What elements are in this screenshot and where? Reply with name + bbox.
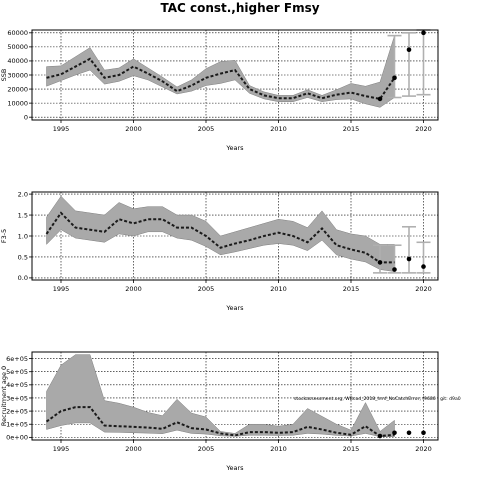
data-point bbox=[377, 433, 383, 439]
source-annotation: stockassessment.org, WBcod_2018_hmf_NoCa… bbox=[294, 396, 461, 402]
x-tick-label: 2005 bbox=[198, 445, 215, 453]
y-tick-label: 10000 bbox=[7, 99, 28, 107]
median-line bbox=[45, 406, 395, 438]
y-axis-label: Recruitment age 0 bbox=[0, 366, 8, 426]
confidence-band bbox=[46, 35, 395, 108]
x-tick-label: 2010 bbox=[270, 125, 287, 133]
y-tick-label: 5e+05 bbox=[6, 368, 28, 376]
confidence-band bbox=[46, 354, 395, 437]
y-tick-label: 2e+05 bbox=[6, 407, 28, 415]
y-tick-label: 0 bbox=[24, 113, 28, 121]
y-axis-label: F3-5 bbox=[0, 229, 8, 243]
y-tick-label: 0.0 bbox=[18, 274, 28, 282]
x-tick-label: 2000 bbox=[125, 125, 142, 133]
y-tick-label: 4e+05 bbox=[6, 381, 28, 389]
x-tick-label: 2015 bbox=[343, 125, 360, 133]
chart-panel-3: 1995 2000 2005 2010 2015 2020 0e+00 1e+05 2e+05 3… bbox=[0, 351, 461, 472]
x-tick-label: 2000 bbox=[125, 445, 142, 453]
chart-panel-1: 1995 2000 2005 2010 2015 2020 0 10000 20000 30000… bbox=[0, 29, 439, 152]
confidence-band bbox=[46, 195, 395, 272]
x-axis-label: Years bbox=[225, 304, 244, 312]
figure-title: TAC const.,higher Fmsy bbox=[160, 1, 320, 15]
plot-frame bbox=[31, 351, 439, 441]
error-bar bbox=[402, 225, 416, 274]
data-point bbox=[392, 75, 397, 81]
y-tick-label: 30000 bbox=[7, 71, 28, 79]
data-point bbox=[421, 30, 426, 36]
x-tick-label: 1995 bbox=[53, 445, 70, 453]
y-tick-label: 0e+00 bbox=[6, 434, 28, 442]
error-bar bbox=[402, 32, 416, 97]
data-point bbox=[406, 256, 412, 262]
error-bar bbox=[387, 34, 402, 99]
x-tick-label: 2020 bbox=[415, 285, 432, 293]
data-point bbox=[377, 96, 383, 102]
chart-panel-2: 1995 2000 2005 2010 2015 2020 0.0 0.5 1.0 1.5 2.0 Y… bbox=[0, 190, 439, 312]
x-tick-label: 2000 bbox=[125, 285, 142, 293]
y-tick-label: 60000 bbox=[7, 29, 28, 37]
y-tick-label: 20000 bbox=[7, 85, 28, 93]
y-tick-label: 6e+05 bbox=[6, 355, 28, 363]
median-line bbox=[45, 211, 395, 264]
y-axis-label: SSB bbox=[0, 69, 8, 82]
data-point bbox=[406, 430, 412, 436]
error-bar bbox=[373, 244, 387, 274]
x-tick-label: 2005 bbox=[198, 125, 215, 133]
y-tick-label: 1.5 bbox=[18, 211, 28, 219]
x-tick-label: 2010 bbox=[270, 445, 287, 453]
y-tick-label: 0.5 bbox=[18, 253, 28, 261]
x-tick-label: 2015 bbox=[343, 445, 360, 453]
data-point bbox=[377, 260, 383, 265]
data-point bbox=[392, 267, 397, 272]
y-tick-label: 50000 bbox=[7, 43, 28, 51]
x-axis-label: Years bbox=[225, 144, 244, 152]
x-tick-label: 2020 bbox=[415, 445, 432, 453]
data-point bbox=[406, 47, 412, 52]
error-bar bbox=[416, 29, 431, 96]
x-tick-label: 2005 bbox=[198, 285, 215, 293]
data-point bbox=[421, 430, 426, 436]
x-axis-label: Years bbox=[225, 464, 244, 472]
y-tick-label: 3e+05 bbox=[6, 394, 28, 402]
data-point bbox=[392, 430, 397, 436]
y-tick-label: 1e+05 bbox=[6, 421, 28, 429]
y-tick-label: 1.0 bbox=[18, 232, 28, 240]
x-tick-label: 1995 bbox=[53, 125, 70, 133]
x-tick-label: 2010 bbox=[270, 285, 287, 293]
x-tick-label: 2020 bbox=[415, 125, 432, 133]
y-tick-label: 2.0 bbox=[18, 190, 28, 198]
x-tick-label: 2015 bbox=[343, 285, 360, 293]
y-tick-label: 40000 bbox=[7, 57, 28, 65]
data-point bbox=[421, 264, 426, 269]
median-line bbox=[46, 57, 396, 101]
x-tick-label: 1995 bbox=[53, 285, 70, 293]
